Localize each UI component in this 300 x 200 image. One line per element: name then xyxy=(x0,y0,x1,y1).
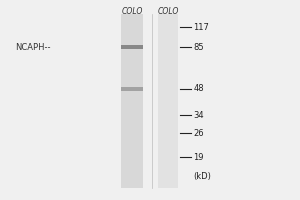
Text: 34: 34 xyxy=(194,110,204,119)
Bar xyxy=(121,45,143,49)
Bar xyxy=(121,87,143,91)
Text: 26: 26 xyxy=(194,129,204,138)
Text: COLO: COLO xyxy=(157,7,179,16)
Text: COLO: COLO xyxy=(121,7,143,16)
Text: 117: 117 xyxy=(194,22,209,31)
Text: NCAPH--: NCAPH-- xyxy=(15,43,50,51)
Text: 19: 19 xyxy=(194,152,204,162)
Bar xyxy=(158,14,178,188)
Bar xyxy=(121,14,143,188)
Text: 85: 85 xyxy=(194,43,204,51)
Text: 48: 48 xyxy=(194,84,204,93)
Text: (kD): (kD) xyxy=(194,172,211,182)
